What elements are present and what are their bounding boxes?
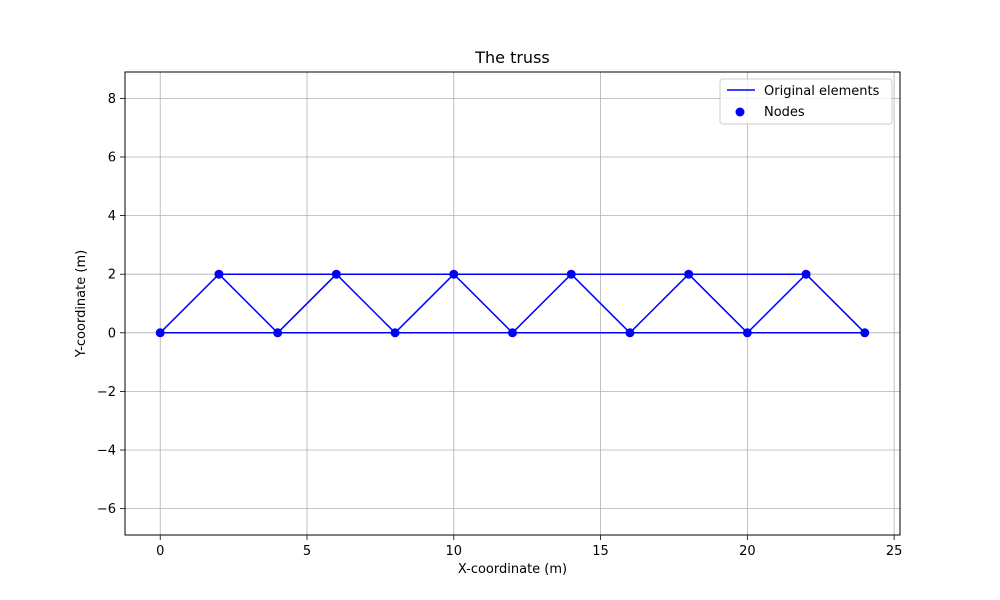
truss-node-point bbox=[508, 328, 517, 338]
legend-node-swatch bbox=[735, 107, 745, 117]
y-tick-label: 0 bbox=[108, 326, 116, 341]
y-tick-label: −6 bbox=[97, 502, 116, 517]
plot-frame bbox=[124, 71, 901, 536]
y-axis-ticks: −6 −4 −2 0 2 4 6 8 bbox=[97, 92, 125, 517]
truss-node-point bbox=[742, 328, 752, 338]
y-tick-label: −2 bbox=[97, 385, 116, 400]
truss-element-line bbox=[218, 273, 279, 334]
truss-node-point bbox=[390, 328, 400, 338]
legend-box bbox=[719, 78, 893, 125]
y-axis-label: Y-coordinate (m) bbox=[74, 250, 89, 358]
truss-node-point bbox=[625, 328, 635, 338]
x-tick-label: 0 bbox=[156, 544, 164, 559]
x-tick-label: 10 bbox=[446, 544, 463, 559]
truss-nodes bbox=[155, 269, 870, 338]
truss-node-point bbox=[860, 328, 870, 338]
truss-node-point bbox=[684, 269, 694, 279]
truss-element-line bbox=[687, 273, 749, 334]
x-tick-label: 15 bbox=[592, 544, 609, 559]
y-tick-label: −4 bbox=[97, 444, 116, 459]
truss-element-line bbox=[276, 273, 338, 334]
truss-element-line bbox=[394, 273, 455, 334]
truss-element-line bbox=[570, 273, 631, 334]
x-tick-label: 25 bbox=[886, 544, 903, 559]
legend: Original elements Nodes bbox=[719, 78, 893, 125]
y-tick-label: 4 bbox=[108, 209, 116, 224]
y-tick-label: 8 bbox=[108, 92, 116, 107]
truss-element-line bbox=[159, 273, 220, 334]
truss-element-line bbox=[511, 273, 572, 334]
truss-node-point bbox=[273, 328, 283, 338]
truss-element-line bbox=[746, 273, 807, 334]
truss-element-line bbox=[629, 273, 690, 334]
legend-nodes-label: Nodes bbox=[764, 105, 805, 120]
chart-title: The truss bbox=[474, 48, 550, 67]
legend-elements-label: Original elements bbox=[764, 84, 880, 99]
x-axis-ticks: 0 5 10 15 20 25 bbox=[156, 535, 902, 559]
y-tick-label: 6 bbox=[108, 150, 116, 165]
plot-area bbox=[125, 72, 900, 535]
truss-element-line bbox=[453, 273, 514, 334]
y-tick-label: 2 bbox=[108, 268, 116, 283]
truss-node-point bbox=[801, 269, 811, 279]
truss-node-point bbox=[331, 269, 341, 279]
truss-node-point bbox=[155, 328, 165, 338]
truss-node-point bbox=[214, 269, 224, 279]
x-tick-label: 20 bbox=[739, 544, 756, 559]
truss-node-point bbox=[449, 269, 459, 279]
truss-elements bbox=[159, 273, 866, 334]
truss-node-point bbox=[566, 269, 576, 279]
x-axis-label: X-coordinate (m) bbox=[458, 562, 567, 577]
x-tick-label: 5 bbox=[303, 544, 311, 559]
truss-element-line bbox=[335, 273, 396, 334]
truss-element-line bbox=[805, 273, 866, 334]
